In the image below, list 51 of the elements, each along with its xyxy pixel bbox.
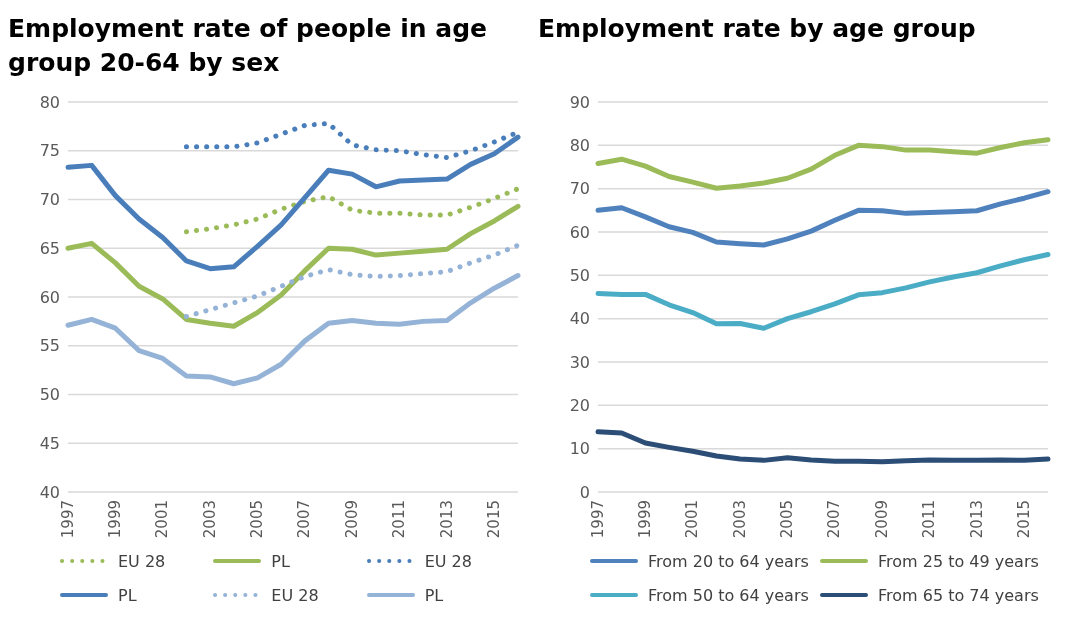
y-tick-label: 50 — [39, 385, 60, 405]
x-tick-label: 2011 — [920, 500, 939, 539]
y-tick-label: 40 — [569, 309, 590, 329]
x-tick-label: 2013 — [437, 500, 456, 539]
legend-label: From 50 to 64 years — [648, 585, 809, 605]
x-tick-label: 1999 — [636, 500, 655, 539]
x-tick-label: 2005 — [778, 500, 797, 539]
legend-label: From 65 to 74 years — [878, 585, 1039, 605]
legend-label: EU 28 — [118, 551, 166, 571]
y-tick-label: 30 — [569, 352, 590, 372]
y-tick-label: 90 — [569, 92, 590, 112]
x-tick-label: 1997 — [588, 500, 607, 539]
y-tick-label: 60 — [39, 287, 60, 307]
legend-label: From 25 to 49 years — [878, 551, 1039, 571]
x-tick-label: 2007 — [295, 500, 314, 539]
y-tick-label: 0 — [579, 482, 590, 502]
chart-title: Employment rate by age group — [538, 13, 977, 45]
y-tick-label: 70 — [569, 179, 590, 199]
y-tick-label: 65 — [39, 238, 60, 258]
x-tick-label: 2001 — [153, 500, 172, 539]
x-tick-label: 2003 — [730, 500, 749, 539]
x-tick-label: 2001 — [683, 500, 702, 539]
x-tick-label: 2009 — [342, 500, 361, 539]
y-tick-label: 80 — [569, 136, 590, 156]
y-tick-label: 75 — [39, 141, 60, 161]
x-tick-label: 2009 — [872, 500, 891, 539]
y-tick-label: 55 — [39, 336, 60, 356]
y-tick-label: 80 — [39, 92, 60, 112]
y-tick-label: 40 — [39, 482, 60, 502]
y-tick-label: 70 — [39, 190, 60, 210]
legend-label: EU 28 — [271, 585, 319, 605]
legend-label: PL — [118, 585, 137, 605]
x-tick-label: 1999 — [106, 500, 125, 539]
y-tick-label: 20 — [569, 396, 590, 416]
x-tick-label: 2007 — [825, 500, 844, 539]
legend-label: PL — [424, 585, 444, 605]
y-tick-label: 45 — [39, 433, 60, 453]
x-tick-label: 1997 — [58, 500, 77, 539]
chart-title: Employment rate of people in age group 20-64 by sex — [8, 13, 489, 79]
x-tick-label: 2005 — [248, 500, 267, 539]
legend-label: PL — [271, 551, 290, 571]
x-tick-label: 2013 — [967, 500, 986, 539]
x-tick-label: 2015 — [484, 500, 503, 539]
y-tick-label: 10 — [569, 439, 590, 459]
y-tick-label: 60 — [569, 222, 590, 242]
x-tick-label: 2015 — [1014, 500, 1033, 539]
x-tick-label: 2011 — [390, 500, 409, 539]
legend-label: EU 28 — [424, 551, 472, 571]
y-tick-label: 50 — [569, 266, 590, 286]
legend-label: From 20 to 64 years — [648, 551, 809, 571]
x-tick-label: 2003 — [200, 500, 219, 539]
